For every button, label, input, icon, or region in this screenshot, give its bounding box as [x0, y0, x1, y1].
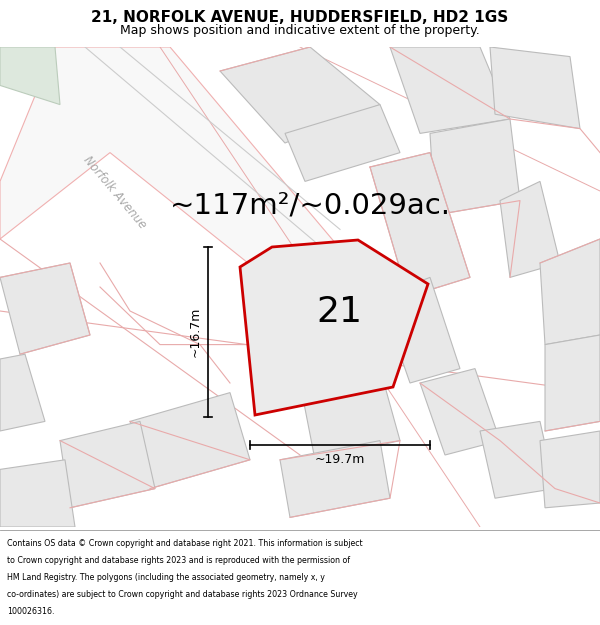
Text: HM Land Registry. The polygons (including the associated geometry, namely x, y: HM Land Registry. The polygons (includin…	[7, 573, 325, 582]
Text: co-ordinates) are subject to Crown copyright and database rights 2023 Ordnance S: co-ordinates) are subject to Crown copyr…	[7, 590, 358, 599]
Text: to Crown copyright and database rights 2023 and is reproduced with the permissio: to Crown copyright and database rights 2…	[7, 556, 350, 565]
Polygon shape	[390, 47, 510, 133]
Text: ~117m²/~0.029ac.: ~117m²/~0.029ac.	[170, 191, 451, 219]
Polygon shape	[540, 239, 600, 344]
Polygon shape	[0, 460, 75, 527]
Polygon shape	[480, 421, 555, 498]
Text: 100026316.: 100026316.	[7, 608, 55, 616]
Text: Norfolk Avenue: Norfolk Avenue	[81, 153, 149, 231]
Text: ~19.7m: ~19.7m	[315, 453, 365, 466]
Polygon shape	[220, 47, 380, 143]
Text: ~16.7m: ~16.7m	[189, 307, 202, 357]
Polygon shape	[420, 369, 500, 455]
Polygon shape	[0, 47, 340, 297]
Polygon shape	[540, 431, 600, 508]
Polygon shape	[240, 240, 428, 415]
Polygon shape	[370, 152, 470, 297]
Polygon shape	[545, 335, 600, 431]
Polygon shape	[0, 354, 45, 431]
Polygon shape	[430, 119, 520, 215]
Polygon shape	[280, 441, 390, 518]
Polygon shape	[130, 392, 250, 489]
Polygon shape	[300, 369, 400, 460]
Polygon shape	[490, 47, 580, 129]
Text: 21, NORFOLK AVENUE, HUDDERSFIELD, HD2 1GS: 21, NORFOLK AVENUE, HUDDERSFIELD, HD2 1G…	[91, 11, 509, 26]
Text: Map shows position and indicative extent of the property.: Map shows position and indicative extent…	[120, 24, 480, 37]
Polygon shape	[60, 421, 155, 508]
Polygon shape	[380, 278, 460, 383]
Text: 21: 21	[316, 294, 362, 329]
Polygon shape	[500, 181, 560, 278]
Text: Contains OS data © Crown copyright and database right 2021. This information is : Contains OS data © Crown copyright and d…	[7, 539, 363, 548]
Polygon shape	[0, 263, 90, 354]
Polygon shape	[0, 47, 60, 104]
Polygon shape	[285, 104, 400, 181]
